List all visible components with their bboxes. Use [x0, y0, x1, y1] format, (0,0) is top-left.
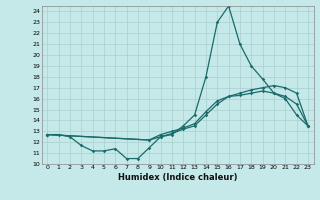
X-axis label: Humidex (Indice chaleur): Humidex (Indice chaleur) [118, 173, 237, 182]
